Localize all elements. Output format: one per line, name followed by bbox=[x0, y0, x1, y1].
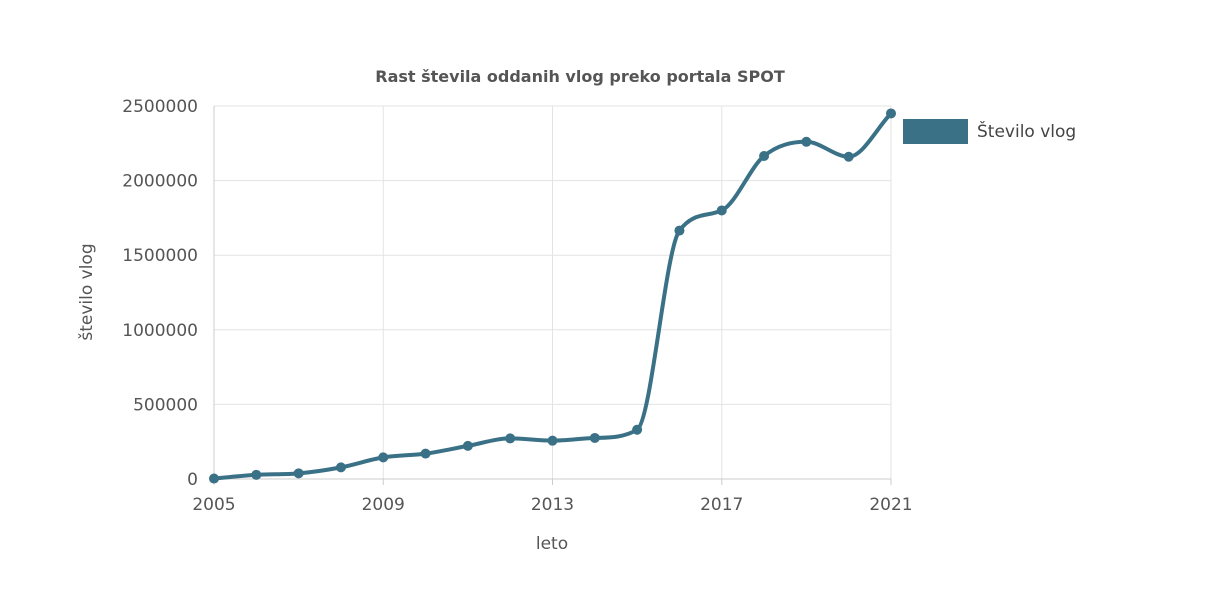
y-tick-label: 2500000 bbox=[122, 97, 198, 117]
chart-title: Rast števila oddanih vlog preko portala … bbox=[375, 67, 785, 86]
series bbox=[209, 108, 896, 484]
data-point[interactable] bbox=[462, 440, 473, 451]
y-tick-label: 2000000 bbox=[122, 172, 198, 192]
x-tick-label: 2009 bbox=[362, 495, 405, 515]
legend-label: Število vlog bbox=[977, 120, 1076, 142]
data-point[interactable] bbox=[505, 433, 516, 444]
data-point[interactable] bbox=[547, 435, 558, 446]
y-tick-label: 500000 bbox=[133, 395, 198, 415]
y-axis-title: število vlog bbox=[77, 243, 97, 340]
data-point[interactable] bbox=[716, 205, 727, 216]
data-point[interactable] bbox=[251, 469, 262, 480]
x-tick-label: 2021 bbox=[869, 495, 912, 515]
x-tick-label: 2013 bbox=[531, 495, 574, 515]
axes: 0 500000 1000000 1500000 2000000 2500000 2005 2… bbox=[122, 97, 912, 515]
data-point[interactable] bbox=[378, 452, 389, 463]
data-point[interactable] bbox=[589, 432, 600, 443]
data-point[interactable] bbox=[209, 473, 219, 484]
data-point[interactable] bbox=[843, 151, 854, 162]
data-point[interactable] bbox=[886, 108, 896, 119]
data-point[interactable] bbox=[335, 462, 346, 473]
y-tick-label: 0 bbox=[187, 470, 198, 490]
y-tick-label: 1500000 bbox=[122, 246, 198, 266]
data-point[interactable] bbox=[293, 468, 304, 479]
x-tick-label: 2017 bbox=[700, 495, 743, 515]
legend-swatch bbox=[903, 119, 968, 144]
y-tick-label: 1000000 bbox=[122, 321, 198, 341]
grid bbox=[213, 105, 892, 480]
data-point[interactable] bbox=[632, 424, 643, 435]
data-point[interactable] bbox=[674, 225, 685, 236]
x-axis-title: leto bbox=[536, 534, 568, 554]
data-point[interactable] bbox=[759, 150, 770, 161]
legend[interactable]: Število vlog bbox=[903, 119, 1076, 144]
data-point[interactable] bbox=[801, 136, 812, 147]
x-tick-label: 2005 bbox=[192, 495, 235, 515]
data-point[interactable] bbox=[420, 448, 431, 459]
